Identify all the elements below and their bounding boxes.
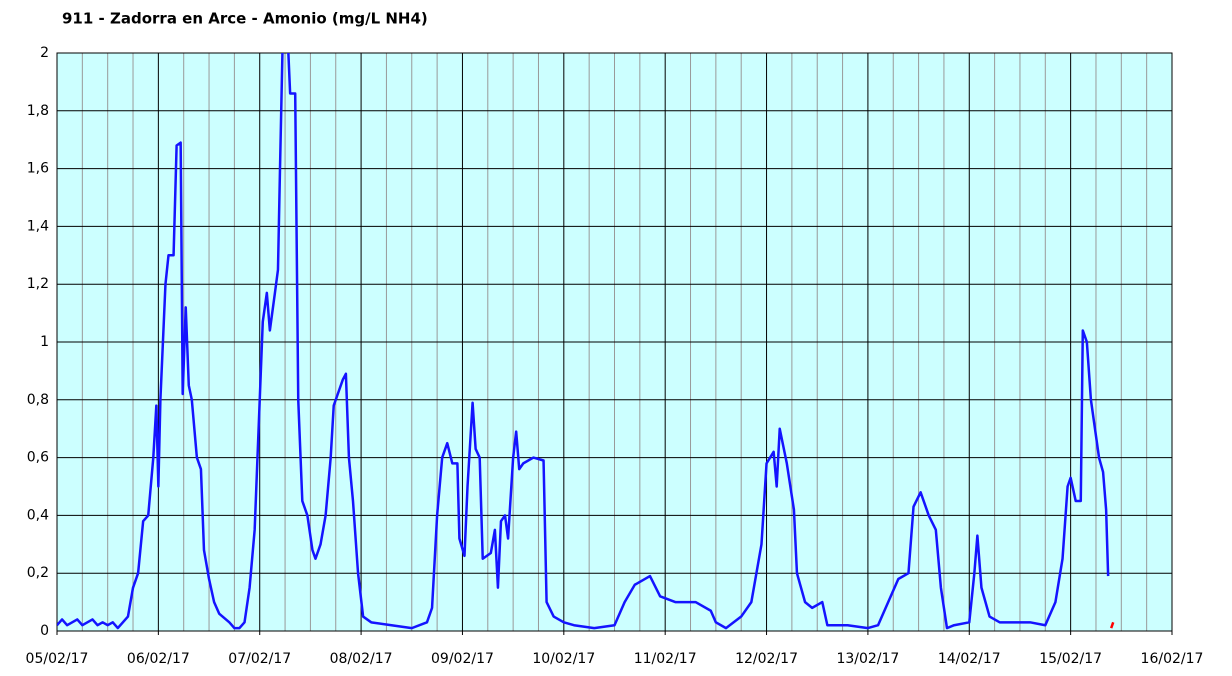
- x-tick-label: 11/02/17: [634, 651, 697, 667]
- data-line: [1110, 621, 1115, 629]
- x-tick-label: 14/02/17: [938, 651, 1001, 667]
- plot-border: [56, 52, 1173, 632]
- x-tick-label: 05/02/17: [26, 651, 89, 667]
- y-tick-label: 2: [40, 45, 49, 61]
- y-tick-label: 0,4: [27, 507, 49, 523]
- y-tick-label: 1: [40, 334, 49, 350]
- x-tick-label: 08/02/17: [330, 651, 393, 667]
- x-tick-label: 13/02/17: [836, 651, 899, 667]
- data-line: [57, 53, 1110, 630]
- y-tick-label: 0,2: [27, 565, 49, 581]
- x-tick-label: 07/02/17: [228, 651, 291, 667]
- y-tick-label: 1,4: [27, 218, 49, 234]
- x-tick-label: 12/02/17: [735, 651, 798, 667]
- x-tick-label: 16/02/17: [1141, 651, 1204, 667]
- y-tick-label: 0,6: [27, 450, 49, 466]
- y-tick-label: 1,8: [27, 103, 49, 119]
- x-tick-label: 10/02/17: [532, 651, 595, 667]
- chart-title: 911 - Zadorra en Arce - Amonio (mg/L NH4…: [62, 10, 428, 28]
- y-tick-label: 0,8: [27, 392, 49, 408]
- y-tick-label: 1,2: [27, 276, 49, 292]
- x-tick-label: 15/02/17: [1039, 651, 1102, 667]
- x-tick-label: 09/02/17: [431, 651, 494, 667]
- x-tick-label: 06/02/17: [127, 651, 190, 667]
- y-tick-label: 1,6: [27, 161, 49, 177]
- y-tick-label: 0: [40, 623, 49, 639]
